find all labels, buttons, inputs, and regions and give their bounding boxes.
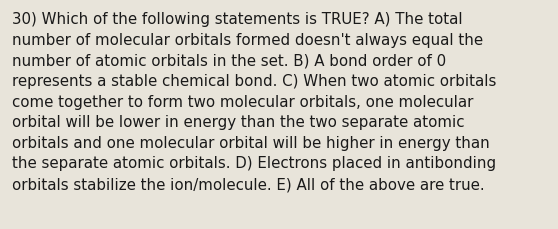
Text: 30) Which of the following statements is TRUE? A) The total
number of molecular : 30) Which of the following statements is…: [12, 12, 497, 191]
